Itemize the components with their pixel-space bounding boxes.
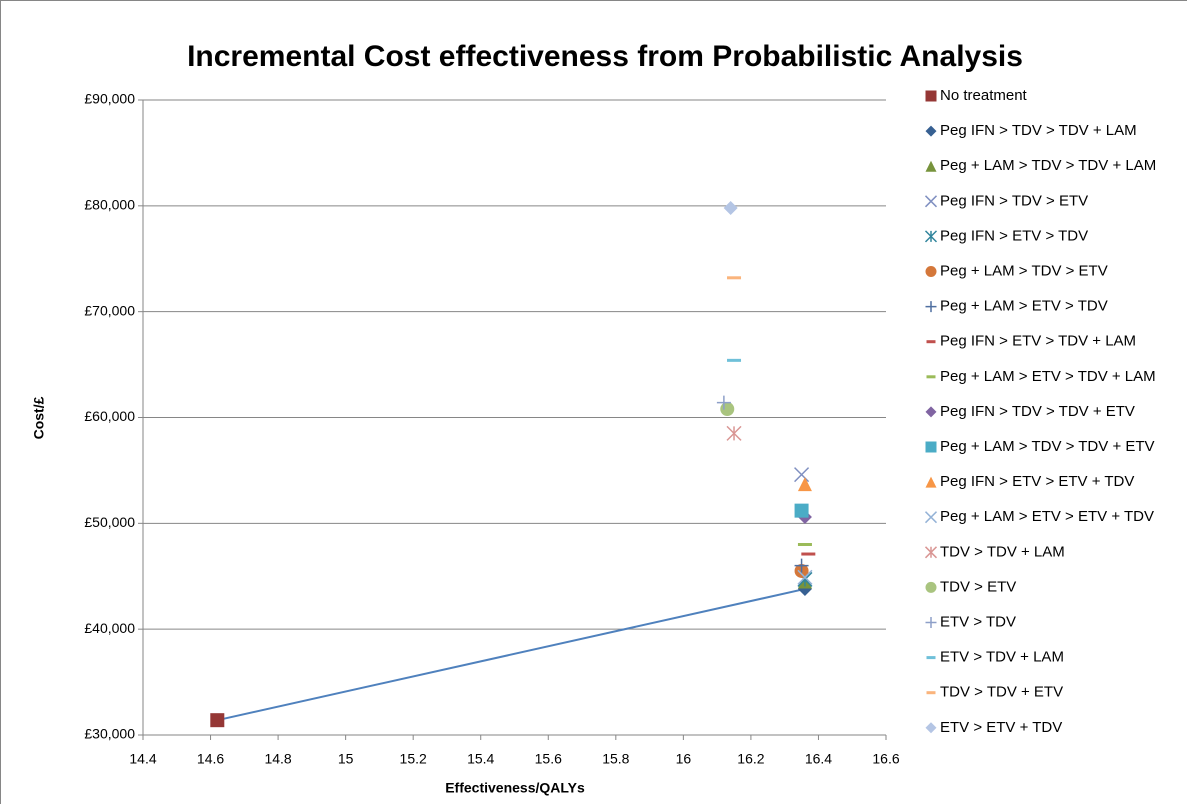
y-axis-label: Cost/£	[31, 396, 47, 439]
x-tick-label: 14.4	[129, 751, 156, 767]
y-tick-label: £50,000	[84, 514, 135, 530]
legend-marker	[925, 301, 937, 313]
data-point	[716, 395, 731, 410]
data-point	[794, 503, 809, 518]
data-point	[210, 713, 225, 728]
legend-marker	[925, 90, 937, 102]
y-tick-label: £90,000	[84, 91, 135, 107]
data-point	[797, 569, 813, 585]
x-tick-label: 14.6	[197, 751, 224, 767]
chart-title: Incremental Cost effectiveness from Prob…	[187, 40, 1023, 73]
y-tick-label: £30,000	[84, 726, 135, 742]
legend-marker	[924, 546, 938, 559]
x-tick-label: 16.6	[872, 751, 899, 767]
legend-label: Peg + LAM > TDV > TDV + ETV	[940, 438, 1155, 455]
data-point	[794, 558, 809, 573]
legend-label: Peg IFN > TDV > TDV + ETV	[940, 403, 1135, 420]
legend-label: TDV > TDV + ETV	[940, 684, 1063, 701]
y-tick-label: £70,000	[84, 302, 135, 318]
legend-marker	[925, 125, 937, 137]
data-point	[727, 276, 742, 280]
legend-label: TDV > ETV	[940, 578, 1016, 595]
legend-label: Peg IFN > TDV > ETV	[940, 192, 1088, 209]
legend-marker	[925, 476, 937, 488]
legend-label: ETV > TDV + LAM	[940, 649, 1064, 666]
x-tick-label: 15.6	[535, 751, 562, 767]
legend-label: Peg IFN > ETV > TDV	[940, 227, 1088, 244]
x-tick-label: 14.8	[264, 751, 291, 767]
legend-label: Peg IFN > ETV > TDV + LAM	[940, 333, 1136, 350]
legend-marker	[926, 656, 936, 660]
legend-label: Peg IFN > TDV > TDV + LAM	[940, 122, 1137, 139]
data-point	[797, 477, 812, 492]
x-tick-label: 16.2	[737, 751, 764, 767]
data-point	[726, 425, 742, 441]
legend-label: ETV > ETV + TDV	[940, 719, 1062, 736]
legend-marker	[926, 340, 936, 344]
legend-label: Peg + LAM > ETV > TDV	[940, 298, 1108, 315]
y-tick-label: £40,000	[84, 620, 135, 636]
x-tick-label: 15.8	[602, 751, 629, 767]
data-point	[801, 552, 816, 556]
legend-marker	[924, 230, 938, 243]
legend-marker	[925, 441, 937, 453]
legend-label: No treatment	[940, 87, 1028, 104]
data-point	[720, 402, 735, 417]
y-tick-label: £60,000	[84, 408, 135, 424]
legend-marker	[924, 195, 938, 208]
data-point	[727, 358, 742, 362]
x-tick-label: 16.4	[805, 751, 832, 767]
legend-marker	[924, 511, 938, 524]
legend-marker	[925, 266, 937, 277]
legend-marker	[926, 691, 936, 695]
legend-marker	[925, 160, 937, 172]
legend-marker	[925, 406, 937, 418]
legend-marker	[926, 375, 936, 379]
x-tick-label: 15.2	[400, 751, 427, 767]
x-tick-label: 15	[338, 751, 354, 767]
x-axis-label: Effectiveness/QALYs	[445, 780, 585, 796]
data-point	[723, 200, 738, 215]
data-point	[794, 467, 810, 483]
legend-label: Peg + LAM > ETV > ETV + TDV	[940, 508, 1154, 525]
x-tick-label: 16	[676, 751, 692, 767]
frontier-line	[217, 587, 806, 722]
legend-label: Peg + LAM > TDV > TDV + LAM	[940, 157, 1156, 174]
data-point	[797, 543, 812, 546]
legend-marker	[925, 581, 937, 593]
legend-marker	[925, 617, 937, 628]
legend-label: Peg + LAM > ETV > TDV + LAM	[940, 368, 1156, 385]
x-tick-label: 15.4	[467, 751, 494, 767]
y-tick-label: £80,000	[84, 197, 135, 213]
legend-label: ETV > TDV	[940, 613, 1016, 630]
legend-label: TDV > TDV + LAM	[940, 543, 1065, 560]
legend-label: Peg IFN > ETV > ETV + TDV	[940, 473, 1134, 490]
legend-marker	[925, 722, 937, 734]
legend-label: Peg + LAM > TDV > ETV	[940, 262, 1108, 279]
